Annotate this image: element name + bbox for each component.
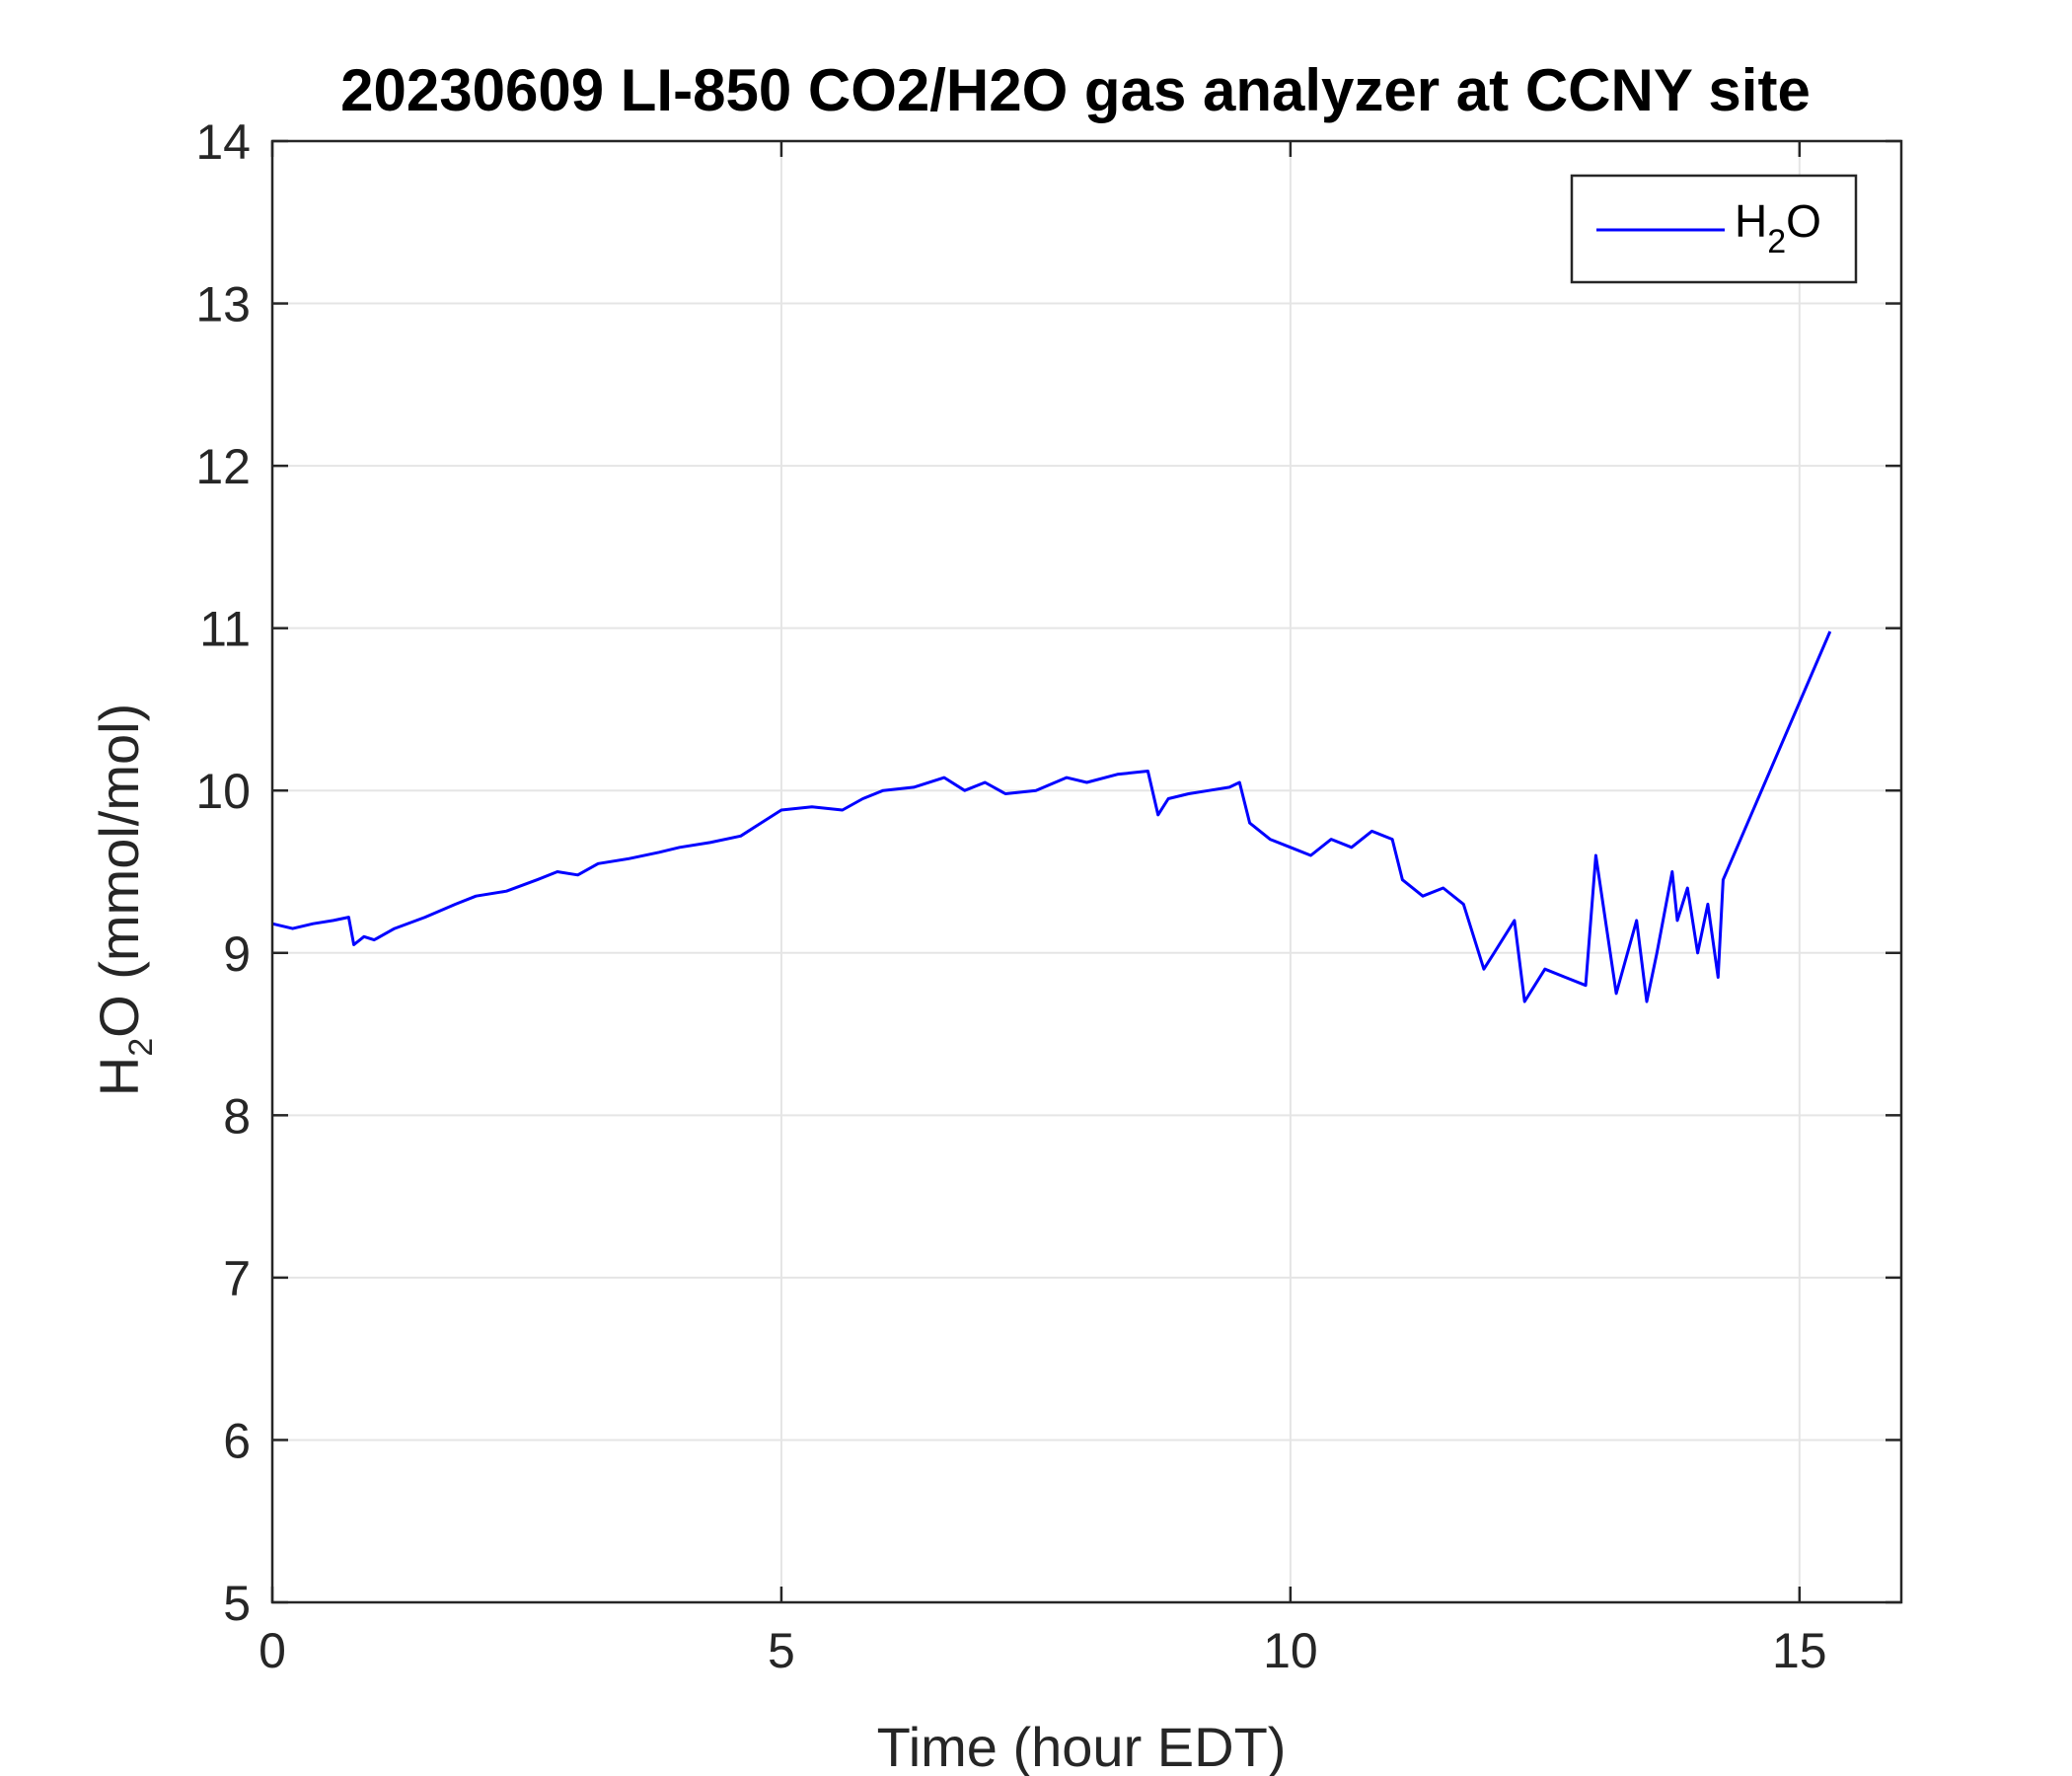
legend-subscript: 2 <box>1767 223 1786 260</box>
y-tick-label: 7 <box>223 1251 251 1306</box>
legend-entry-h2o: H2O <box>1735 195 1821 260</box>
x-tick-label: 0 <box>259 1623 286 1678</box>
y-tick-label: 10 <box>195 764 251 819</box>
y-label-rest: O (mmol/mol) <box>88 703 150 1038</box>
x-tick-label: 10 <box>1263 1623 1318 1678</box>
plot-area <box>272 141 1901 1602</box>
y-tick-label: 6 <box>223 1413 251 1468</box>
axis-ticks <box>270 139 1901 1604</box>
y-tick-label: 13 <box>195 277 251 333</box>
plot-frame <box>270 139 1903 1604</box>
y-tick-label: 5 <box>223 1576 251 1631</box>
legend-h: H <box>1735 195 1767 247</box>
x-tick-label: 5 <box>768 1623 795 1678</box>
y-label-h: H <box>88 1057 150 1096</box>
x-axis-label: Time (hour EDT) <box>877 1716 1287 1776</box>
y-label-subscript: 2 <box>122 1038 160 1057</box>
y-tick-label: 9 <box>223 926 251 982</box>
y-tick-label: 11 <box>199 602 251 657</box>
series-group <box>271 630 1832 1003</box>
x-tick-label: 15 <box>1772 1623 1827 1678</box>
y-tick-label: 8 <box>223 1088 251 1144</box>
series-line-h2o <box>271 630 1832 1003</box>
y-axis-label: H2O (mmol/mol) <box>88 703 160 1096</box>
chart-title: 20230609 LI-850 CO2/H2O gas analyzer at … <box>340 57 1811 123</box>
legend-o: O <box>1786 195 1821 247</box>
y-tick-label: 12 <box>195 439 251 494</box>
y-tick-label: 14 <box>195 114 251 170</box>
legend: H2O <box>1570 174 1858 284</box>
